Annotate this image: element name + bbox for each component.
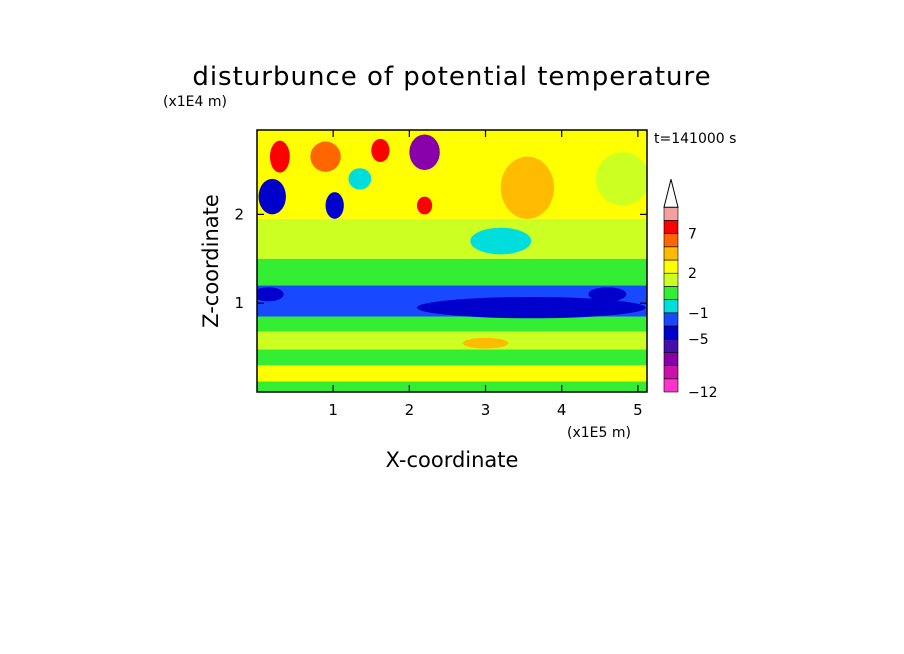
field-band: [257, 258, 647, 286]
y-axis-unit: (x1E4 m): [163, 94, 227, 110]
field-feature: [470, 227, 532, 255]
field-feature: [258, 178, 286, 215]
colorbar: −12−5−127: [663, 179, 718, 401]
x-tick-label: 2: [405, 401, 415, 419]
field-feature: [325, 192, 344, 219]
field-band: [257, 381, 647, 392]
field-feature: [371, 138, 390, 162]
x-tick-label: 4: [557, 401, 567, 419]
field-feature: [588, 287, 627, 302]
field-band: [257, 365, 647, 382]
colorbar-segment: [663, 365, 679, 380]
plot-frame: [256, 129, 648, 393]
field-feature: [269, 140, 290, 173]
x-axis-unit: (x1E5 m): [567, 425, 631, 441]
y-tick-label: 1: [234, 294, 244, 312]
colorbar-segment: [663, 352, 679, 366]
y-axis-label: Z-coordinate: [199, 194, 223, 328]
colorbar-tick-label: −12: [688, 385, 718, 401]
colorbar-segment: [663, 325, 679, 340]
field-feature: [462, 337, 509, 349]
colorbar-segment: [663, 272, 679, 287]
y-tick-label: 2: [234, 205, 244, 223]
colorbar-segment: [663, 206, 679, 221]
colorbar-segment: [663, 259, 679, 274]
colorbar-segment: [663, 299, 679, 314]
field-feature: [416, 196, 433, 215]
colorbar-segment: [663, 246, 679, 261]
field-feature: [310, 141, 341, 172]
field-feature: [500, 156, 555, 219]
time-label: t=141000 s: [654, 131, 736, 147]
chart-title: disturbunce of potential temperature: [192, 62, 711, 92]
x-tick-label: 1: [328, 401, 338, 419]
field-band: [257, 218, 647, 259]
colorbar-segment: [663, 312, 679, 327]
x-axis-ticks: 1 2 3 4 5: [328, 130, 643, 419]
x-axis-label: X-coordinate: [386, 448, 519, 472]
colorbar-tick-label: 2: [688, 266, 697, 282]
field-band: [257, 316, 647, 332]
field-feature: [409, 134, 440, 170]
colorbar-segment: [663, 378, 679, 393]
field-feature: [348, 168, 372, 190]
colorbar-extend-arrow: [663, 179, 679, 208]
colorbar-tick-label: −1: [688, 306, 709, 322]
colorbar-segment: [663, 220, 679, 234]
x-tick-label: 5: [633, 401, 643, 419]
colorbar-segment: [663, 233, 679, 248]
x-tick-label: 3: [481, 401, 491, 419]
field-feature: [416, 296, 646, 319]
colorbar-segment: [663, 338, 679, 353]
field-band: [257, 349, 647, 366]
colorbar-tick-label: −5: [688, 332, 709, 348]
field-band: [257, 130, 647, 219]
colorbar-segment: [663, 286, 679, 300]
contour-field: [257, 130, 647, 392]
field-feature: [257, 287, 284, 302]
field-feature: [595, 152, 647, 206]
field-band: [257, 331, 647, 350]
colorbar-tick-label: 7: [688, 227, 697, 243]
y-axis-ticks: 12: [234, 205, 647, 312]
